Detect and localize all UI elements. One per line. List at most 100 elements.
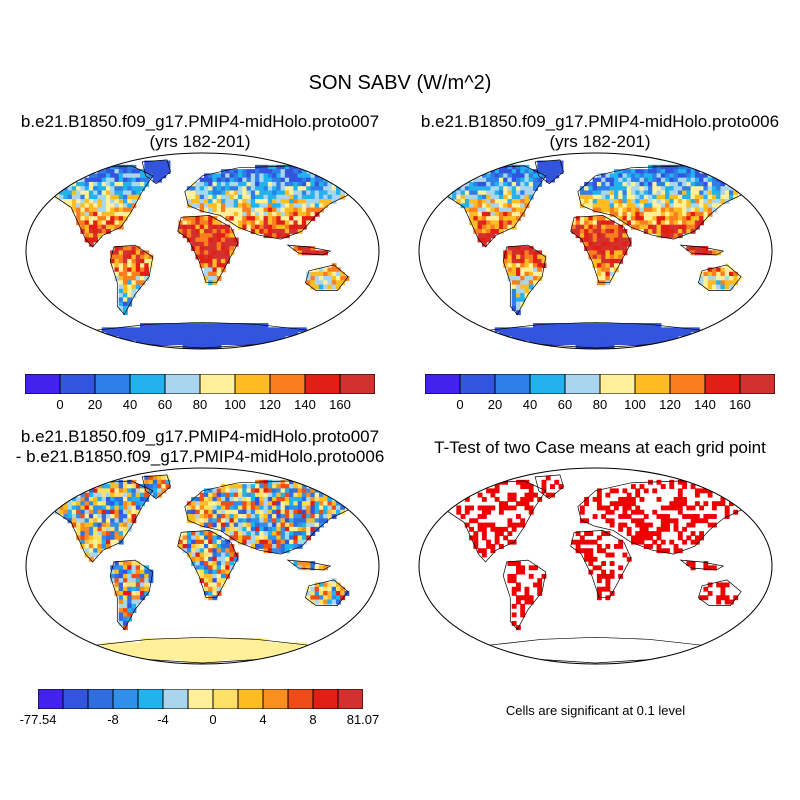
- land-cells: [54, 160, 350, 349]
- coastline: [286, 244, 332, 256]
- panel-title-top-left-line1: b.e21.B1850.f09_g17.PMIP4-midHolo.proto0…: [20, 112, 380, 131]
- map-bottom-left: [25, 467, 380, 665]
- coastline: [679, 244, 725, 256]
- map-top-right: [418, 152, 773, 350]
- panel-title-top-right: b.e21.B1850.f09_g17.PMIP4-midHolo.proto0…: [400, 112, 800, 152]
- colorbar-swatch: [262, 689, 289, 709]
- colorbar-swatch: [564, 374, 601, 394]
- colorbar-tick-label: 80: [192, 397, 208, 412]
- colorbar-tick-label: -77.54: [19, 712, 57, 727]
- colorbar-swatch: [25, 374, 61, 394]
- panel-title-bottom-left-line2: - b.e21.B1850.f09_g17.PMIP4-midHolo.prot…: [15, 447, 385, 466]
- colorbar-swatch: [287, 689, 314, 709]
- colorbar-swatch: [164, 374, 201, 394]
- colorbar-swatch: [199, 374, 236, 394]
- colorbar-swatch: [87, 689, 114, 709]
- colorbar-tick-label: -4: [157, 712, 169, 727]
- colorbar-swatch: [312, 689, 339, 709]
- colorbar-swatch: [459, 374, 496, 394]
- colorbar-swatch: [112, 689, 139, 709]
- coastline: [184, 165, 356, 240]
- colorbar-swatch: [339, 374, 375, 394]
- coastline: [141, 474, 171, 500]
- colorbar-swatch: [269, 374, 306, 394]
- colorbar-swatch: [234, 374, 271, 394]
- colorbar-tick-label: 60: [557, 397, 573, 412]
- colorbar-swatch: [304, 374, 341, 394]
- panel-title-bottom-right: T-Test of two Case means at each grid po…: [400, 438, 800, 458]
- colorbar-tick-label: 0: [209, 712, 217, 727]
- coastline: [534, 159, 564, 185]
- colorbar-top-right: [425, 374, 775, 394]
- coastline: [577, 165, 749, 240]
- coastline: [502, 559, 547, 631]
- colorbar-tick-label: 40: [522, 397, 538, 412]
- colorbar-tick-label: 8: [309, 712, 317, 727]
- colorbar-tick-label: 100: [624, 397, 646, 412]
- colorbar-top-left-ticks: 0 20 40 60 80 100 120 140 160: [25, 397, 375, 413]
- coastline: [697, 264, 742, 291]
- colorbar-swatch: [494, 374, 531, 394]
- coastline: [570, 215, 632, 284]
- coastline: [45, 480, 154, 563]
- colorbar-swatch: [704, 374, 741, 394]
- colorbar-tick-label: 140: [694, 397, 716, 412]
- main-title: SON SABV (W/m^2): [308, 72, 492, 94]
- map-frame: [25, 152, 380, 350]
- colorbar-swatch: [162, 689, 189, 709]
- colorbar-swatch: [187, 689, 214, 709]
- colorbar-tick-label: 40: [122, 397, 138, 412]
- colorbar-swatch: [599, 374, 636, 394]
- significance-note: Cells are significant at 0.1 level: [505, 703, 686, 718]
- colorbar-swatch: [38, 689, 64, 709]
- colorbar-tick-label: 81.07: [346, 712, 380, 727]
- colorbar-swatch: [237, 689, 264, 709]
- colorbar-swatch: [59, 374, 96, 394]
- colorbar-swatch: [129, 374, 166, 394]
- colorbar-tick-label: 120: [259, 397, 281, 412]
- coastline: [141, 159, 171, 185]
- colorbar-top-left: [25, 374, 375, 394]
- coastline: [184, 480, 356, 555]
- colorbar-bottom-left-ticks: -77.54 -8 -4 0 4 8 81.07: [20, 712, 380, 728]
- colorbar-tick-label: 120: [659, 397, 681, 412]
- colorbar-bottom-left: [38, 689, 363, 709]
- colorbar-swatch: [669, 374, 706, 394]
- panel-title-bottom-right-line1: T-Test of two Case means at each grid po…: [434, 438, 766, 457]
- colorbar-tick-label: 80: [592, 397, 608, 412]
- colorbar-tick-label: 0: [56, 397, 64, 412]
- coastline: [438, 480, 547, 563]
- coastline: [177, 215, 239, 284]
- colorbar-tick-label: 140: [294, 397, 316, 412]
- colorbar-tick-label: 20: [87, 397, 103, 412]
- colorbar-swatch: [634, 374, 671, 394]
- colorbar-swatch: [739, 374, 775, 394]
- map-frame: [25, 467, 380, 665]
- coastline: [438, 165, 547, 248]
- colorbar-swatch: [337, 689, 363, 709]
- coastline: [109, 559, 154, 631]
- colorbar-tick-label: 60: [157, 397, 173, 412]
- panel-title-bottom-left: b.e21.B1850.f09_g17.PMIP4-midHolo.proto0…: [0, 427, 400, 467]
- coastline: [502, 244, 547, 316]
- colorbar-swatch: [94, 374, 131, 394]
- colorbar-tick-label: 0: [456, 397, 464, 412]
- land-cells: [456, 475, 739, 631]
- coastline: [534, 474, 564, 500]
- panel-title-top-right-line1: b.e21.B1850.f09_g17.PMIP4-midHolo.proto0…: [420, 112, 780, 131]
- panel-title-top-right-line2: (yrs 182-201): [549, 132, 651, 151]
- coastline: [177, 530, 239, 599]
- colorbar-swatch: [137, 689, 164, 709]
- coastline: [304, 579, 349, 606]
- map-frame: [418, 467, 773, 665]
- colorbar-swatch: [212, 689, 239, 709]
- land-cells: [447, 160, 743, 349]
- coastline: [45, 165, 154, 248]
- colorbar-swatch: [529, 374, 566, 394]
- colorbar-tick-label: 20: [487, 397, 503, 412]
- coastline: [286, 559, 332, 571]
- map-frame: [418, 152, 773, 350]
- coastline: [109, 244, 154, 316]
- map-top-left: [25, 152, 380, 350]
- coastline: [697, 579, 742, 606]
